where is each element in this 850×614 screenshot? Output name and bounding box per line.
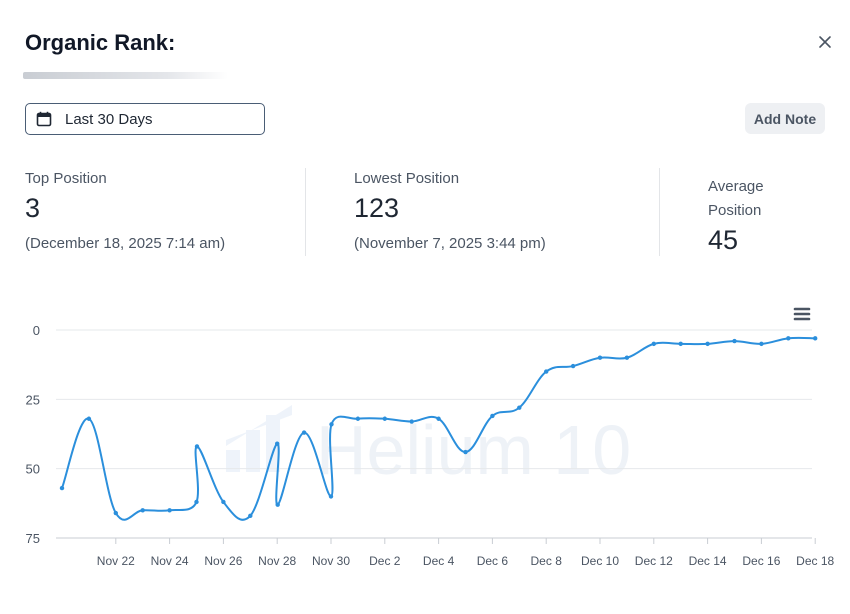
- x-tick-label: Dec 18: [796, 554, 834, 568]
- data-point[interactable]: [678, 341, 683, 347]
- top-position-label: Top Position: [25, 170, 107, 187]
- data-point[interactable]: [113, 510, 119, 516]
- data-point[interactable]: [86, 416, 92, 421]
- x-tick-label: Nov 26: [204, 554, 242, 568]
- data-point[interactable]: [759, 341, 764, 347]
- y-tick-label: 50: [26, 462, 40, 477]
- x-tick-label: Nov 28: [258, 554, 296, 568]
- x-tick-label: Dec 10: [581, 554, 619, 568]
- data-point[interactable]: [275, 502, 280, 507]
- y-tick-label: 0: [33, 323, 40, 338]
- data-point[interactable]: [463, 449, 468, 455]
- data-point[interactable]: [194, 499, 199, 505]
- data-point[interactable]: [813, 336, 818, 341]
- data-point[interactable]: [140, 508, 145, 513]
- average-label-line2: Position: [708, 202, 762, 219]
- data-point[interactable]: [301, 430, 307, 435]
- data-point[interactable]: [382, 416, 387, 421]
- y-tick-label: 25: [26, 392, 40, 407]
- data-point[interactable]: [436, 416, 441, 421]
- top-position-date: (December 18, 2025 7:14 am): [25, 235, 226, 252]
- average-position-value: 45: [708, 225, 739, 255]
- page-title: Organic Rank:: [25, 30, 176, 55]
- date-range-picker[interactable]: Last 30 Days: [25, 103, 265, 135]
- data-point[interactable]: [651, 341, 656, 347]
- add-note-button[interactable]: Add Note: [745, 103, 825, 134]
- data-point[interactable]: [194, 444, 200, 449]
- data-point[interactable]: [221, 499, 226, 505]
- data-point[interactable]: [597, 355, 603, 360]
- data-point[interactable]: [544, 369, 549, 374]
- date-range-label: Last 30 Days: [65, 110, 153, 128]
- data-point[interactable]: [167, 508, 172, 513]
- data-point[interactable]: [275, 441, 280, 446]
- data-point[interactable]: [409, 419, 414, 424]
- watermark-logo-icon: [226, 405, 292, 472]
- data-point[interactable]: [248, 513, 253, 519]
- x-tick-label: Nov 30: [312, 554, 350, 568]
- x-tick-label: Dec 12: [635, 554, 673, 568]
- y-tick-label: 75: [26, 531, 40, 546]
- stat-divider: [305, 168, 306, 256]
- data-point[interactable]: [328, 494, 334, 499]
- data-point[interactable]: [59, 485, 65, 491]
- close-button[interactable]: [814, 31, 836, 53]
- data-point[interactable]: [732, 338, 737, 344]
- stat-divider: [659, 168, 660, 256]
- data-point[interactable]: [490, 413, 495, 419]
- title-underline: [23, 72, 228, 79]
- lowest-position-date: (November 7, 2025 3:44 pm): [354, 235, 546, 252]
- data-point[interactable]: [705, 341, 710, 347]
- data-point[interactable]: [517, 405, 522, 410]
- data-point[interactable]: [355, 416, 361, 421]
- hamburger-menu-icon: [793, 307, 811, 321]
- average-position-label: Average Position: [708, 175, 764, 223]
- top-position-value: 3: [25, 193, 41, 223]
- data-point[interactable]: [786, 336, 791, 341]
- watermark-text: Helium 10: [316, 411, 631, 489]
- x-tick-label: Dec 4: [423, 554, 455, 568]
- lowest-position-label: Lowest Position: [354, 170, 460, 187]
- x-tick-label: Dec 6: [477, 554, 509, 568]
- lowest-position-value: 123: [354, 193, 400, 223]
- watermark: Helium 10: [226, 405, 631, 489]
- average-label-line1: Average: [708, 178, 764, 195]
- x-tick-label: Dec 14: [689, 554, 727, 568]
- organic-rank-chart: Helium 10 0 25 50 75 Nov 22 Nov 24 Nov 26 Nov …: [26, 304, 835, 568]
- close-icon: [819, 36, 831, 48]
- x-tick-label: Nov 24: [151, 554, 189, 568]
- x-tick-label: Dec 16: [742, 554, 780, 568]
- data-point[interactable]: [329, 422, 334, 427]
- calendar-icon: [36, 111, 52, 127]
- data-point[interactable]: [570, 363, 576, 369]
- x-tick-label: Dec 8: [531, 554, 563, 568]
- data-point[interactable]: [624, 355, 630, 360]
- x-tick-label: Nov 22: [97, 554, 135, 568]
- chart-menu-button[interactable]: [790, 304, 814, 324]
- x-tick-label: Dec 2: [369, 554, 401, 568]
